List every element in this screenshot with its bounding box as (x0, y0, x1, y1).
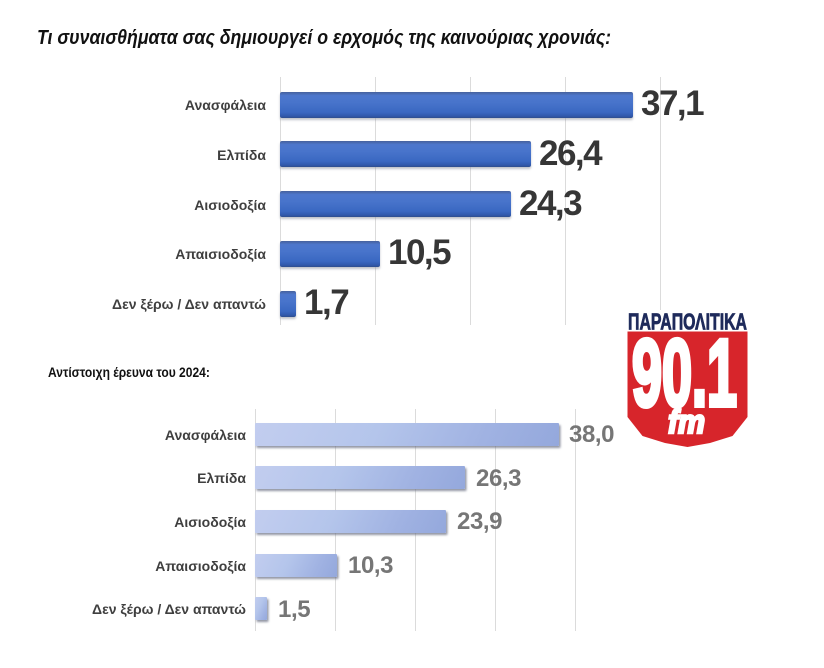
svg-text:ΠΑΡΑΠΟΛΙΤΙΚΑ: ΠΑΡΑΠΟΛΙΤΙΚΑ (628, 309, 747, 335)
svg-text:fm: fm (668, 403, 705, 440)
svg-text:90.1: 90.1 (632, 321, 737, 427)
